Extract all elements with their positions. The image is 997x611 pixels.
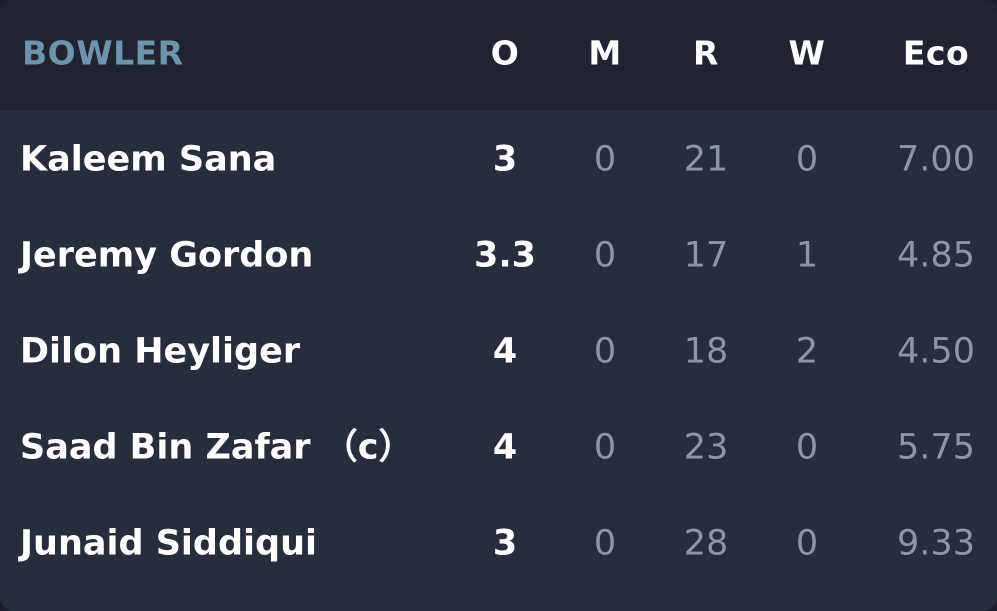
overs-column-header: O xyxy=(490,33,520,73)
wickets-value: 1 xyxy=(795,235,819,276)
economy-column-header: Eco xyxy=(902,33,970,73)
economy-value: 4.85 xyxy=(897,235,975,276)
table-row[interactable]: Junaid Siddiqui 3 0 28 0 9.33 xyxy=(0,496,997,592)
maidens-value: 0 xyxy=(593,235,617,276)
wickets-value: 0 xyxy=(795,523,819,564)
overs-value: 3.3 xyxy=(473,235,537,276)
maidens-value: 0 xyxy=(593,427,617,468)
economy-value: 5.75 xyxy=(897,427,975,468)
runs-value: 18 xyxy=(683,331,729,372)
overs-value: 3 xyxy=(492,523,518,564)
runs-value: 23 xyxy=(683,427,729,468)
bowler-column-header: BOWLER xyxy=(22,33,184,73)
overs-value: 3 xyxy=(492,139,518,180)
wickets-value: 0 xyxy=(795,427,819,468)
economy-value: 9.33 xyxy=(897,523,975,564)
maidens-value: 0 xyxy=(593,523,617,564)
table-row[interactable]: Jeremy Gordon 3.3 0 17 1 4.85 xyxy=(0,208,997,304)
runs-column-header: R xyxy=(693,33,719,73)
bowler-name: Jeremy Gordon xyxy=(20,235,314,276)
scorecard-header: BOWLER O M R W Eco xyxy=(0,0,997,110)
bowler-name: Saad Bin Zafar （c） xyxy=(20,427,414,468)
bowler-name: Junaid Siddiqui xyxy=(20,523,317,564)
wickets-value: 2 xyxy=(795,331,819,372)
runs-value: 17 xyxy=(683,235,729,276)
overs-value: 4 xyxy=(492,331,518,372)
maidens-value: 0 xyxy=(593,139,617,180)
economy-value: 4.50 xyxy=(897,331,975,372)
maidens-column-header: M xyxy=(588,33,622,73)
bowler-name: Kaleem Sana xyxy=(20,139,277,180)
maidens-value: 0 xyxy=(593,331,617,372)
runs-value: 21 xyxy=(683,139,729,180)
wickets-value: 0 xyxy=(795,139,819,180)
table-row[interactable]: Saad Bin Zafar （c） 4 0 23 0 5.75 xyxy=(0,400,997,496)
economy-value: 7.00 xyxy=(897,139,975,180)
wickets-column-header: W xyxy=(788,33,826,73)
table-row[interactable]: Kaleem Sana 3 0 21 0 7.00 xyxy=(0,112,997,208)
bowler-name: Dilon Heyliger xyxy=(20,331,301,372)
runs-value: 28 xyxy=(683,523,729,564)
table-row[interactable]: Dilon Heyliger 4 0 18 2 4.50 xyxy=(0,304,997,400)
overs-value: 4 xyxy=(492,427,518,468)
